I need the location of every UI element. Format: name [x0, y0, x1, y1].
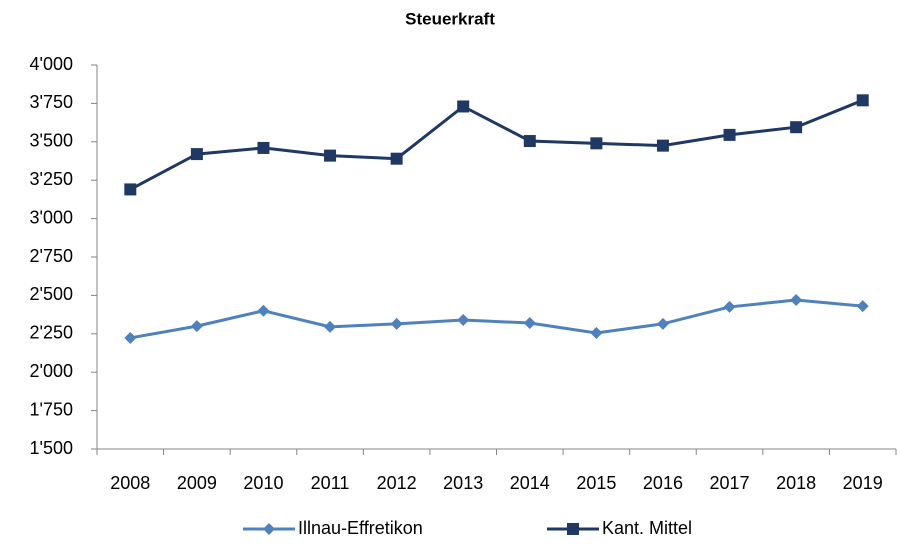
x-tick-label: 2008 [110, 473, 150, 493]
data-point [324, 149, 337, 162]
data-point [856, 300, 869, 313]
series-line [130, 298, 863, 340]
chart-title: Steuerkraft [405, 9, 495, 28]
x-tick-label: 2011 [311, 473, 350, 493]
data-point [590, 137, 603, 150]
legend-marker [567, 523, 579, 535]
legend-marker [263, 523, 275, 535]
x-tick-label: 2014 [510, 473, 550, 493]
y-tick-label: 3'250 [30, 169, 73, 189]
data-point [324, 320, 337, 333]
x-tick-label: 2016 [643, 473, 683, 493]
y-tick-label: 1'750 [30, 399, 73, 419]
x-tick-label: 2009 [177, 473, 217, 493]
data-point [457, 313, 470, 326]
data-point [124, 331, 137, 344]
x-tick-label: 2015 [576, 473, 616, 493]
y-tick-label: 1'500 [30, 438, 73, 458]
data-point [790, 121, 803, 134]
data-point [190, 320, 203, 333]
data-point [257, 141, 270, 154]
data-point [523, 317, 536, 330]
y-tick-label: 2'500 [30, 284, 73, 304]
data-point [124, 183, 137, 196]
data-point [390, 152, 403, 165]
y-tick-label: 3'000 [30, 207, 73, 227]
y-tick-label: 3'750 [30, 92, 73, 112]
x-tick-label: 2012 [377, 473, 417, 493]
y-tick-label: 2'250 [30, 323, 73, 343]
y-tick-label: 3'500 [30, 131, 73, 151]
x-tick-label: 2018 [776, 473, 816, 493]
data-point [790, 294, 803, 307]
data-point [257, 304, 270, 317]
x-tick-label: 2019 [843, 473, 883, 493]
data-point [190, 148, 203, 161]
data-point [656, 139, 669, 152]
x-tick-label: 2010 [243, 473, 283, 493]
data-point [457, 100, 470, 113]
y-tick-label: 2'750 [30, 246, 73, 266]
data-point [656, 317, 669, 330]
data-point [523, 135, 536, 148]
y-tick-label: 4'000 [30, 54, 73, 74]
data-point [390, 317, 403, 330]
data-point [723, 300, 736, 313]
y-tick-label: 2'000 [30, 361, 73, 381]
x-tick-label: 2013 [443, 473, 483, 493]
legend-label: Kant. Mittel [602, 518, 692, 538]
data-point [723, 128, 736, 141]
legend-label: Illnau-Effretikon [298, 518, 423, 538]
data-point [856, 94, 869, 107]
x-tick-label: 2017 [710, 473, 750, 493]
data-point [590, 327, 603, 340]
series-line [129, 98, 864, 191]
